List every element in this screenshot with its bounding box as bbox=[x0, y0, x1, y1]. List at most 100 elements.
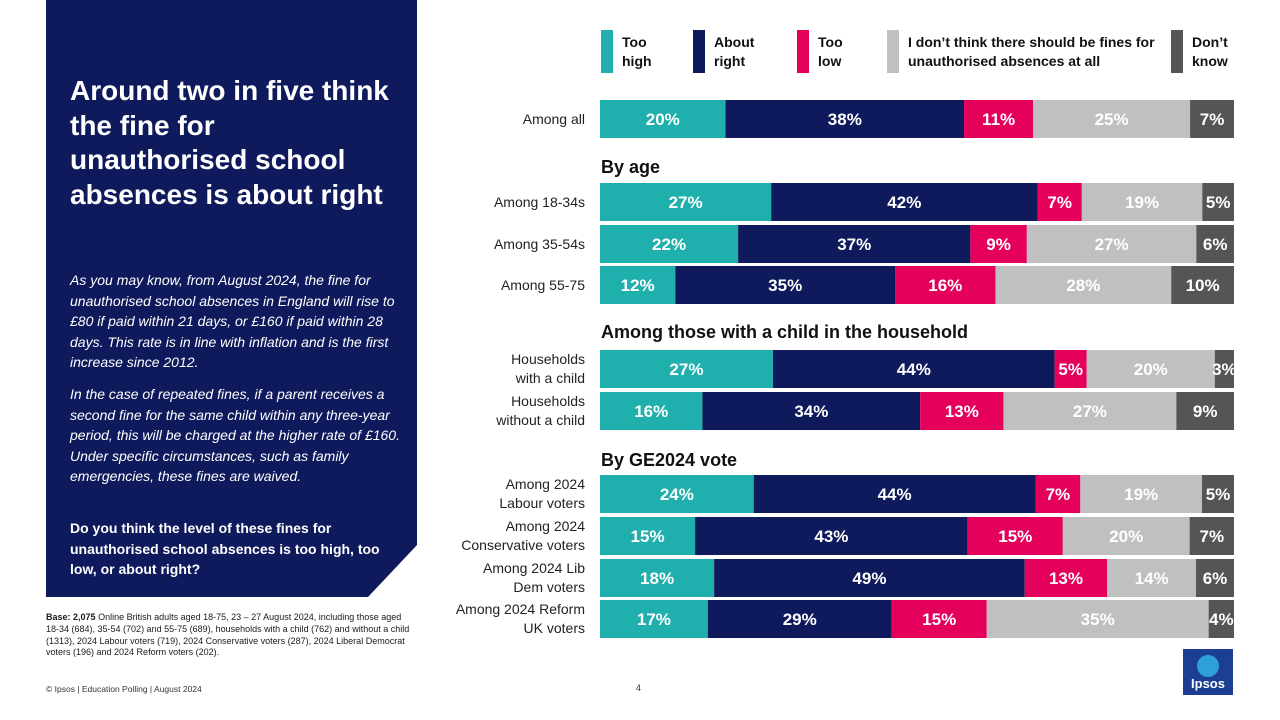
bar-segment-no-fines bbox=[1086, 350, 1215, 388]
bar-segment-too-high bbox=[600, 600, 708, 638]
legend-item-too-high: Too high bbox=[601, 30, 671, 73]
bar-value-label: 15% bbox=[922, 610, 956, 629]
bar-segment-dont-know bbox=[1196, 225, 1234, 263]
legend-label-dont-know: Don’t know bbox=[1192, 34, 1228, 69]
bar-value-label: 27% bbox=[669, 360, 703, 379]
bar-value-label: 13% bbox=[945, 402, 979, 421]
bar-segment-dont-know bbox=[1208, 600, 1234, 638]
bar-value-label: 37% bbox=[837, 235, 871, 254]
bar-segment-too-low bbox=[967, 517, 1063, 555]
legend-swatch-dont-know bbox=[1171, 30, 1183, 73]
bar-segment-no-fines bbox=[1080, 475, 1202, 513]
bar-segment-too-low bbox=[895, 266, 996, 304]
bar-value-label: 18% bbox=[640, 569, 674, 588]
bar-value-label: 29% bbox=[783, 610, 817, 629]
bar-segment-no-fines bbox=[1081, 183, 1203, 221]
bar-segment-about-right bbox=[695, 517, 968, 555]
bar-segment-too-high bbox=[600, 266, 676, 304]
bar-value-label: 9% bbox=[986, 235, 1011, 254]
bar-segment-about-right bbox=[707, 600, 892, 638]
legend-label-too-high: Too high bbox=[622, 34, 652, 69]
bar-segment-too-high bbox=[600, 517, 696, 555]
bar-value-label: 19% bbox=[1124, 485, 1158, 504]
legend-swatch-about-right bbox=[693, 30, 705, 73]
bar-segment-dont-know bbox=[1202, 183, 1234, 221]
bar-value-label: 4% bbox=[1209, 610, 1234, 629]
bar-segment-dont-know bbox=[1189, 517, 1234, 555]
bar-segment-dont-know bbox=[1214, 350, 1234, 388]
bar-segment-too-high bbox=[600, 475, 754, 513]
row-label-conservative: Among 2024 Conservative voters bbox=[461, 518, 585, 553]
bar-value-label: 34% bbox=[794, 402, 828, 421]
bar-segment-dont-know bbox=[1195, 559, 1234, 597]
legend-item-about-right: About right bbox=[693, 30, 773, 73]
legend-label-about-right: About right bbox=[714, 34, 755, 69]
bar-segment-too-high bbox=[600, 225, 739, 263]
legend-label-too-low: Too low bbox=[818, 34, 843, 69]
survey-question: Do you think the level of these fines fo… bbox=[70, 520, 380, 577]
bar-segment-too-high bbox=[600, 559, 715, 597]
intro-panel bbox=[46, 0, 417, 597]
bar-segment-too-low bbox=[1024, 559, 1108, 597]
bar-segment-too-low bbox=[964, 100, 1034, 138]
bar-segment-too-high bbox=[600, 350, 773, 388]
bar-segment-about-right bbox=[714, 559, 1025, 597]
legend-swatch-too-high bbox=[601, 30, 613, 73]
logo-mark-icon bbox=[1197, 655, 1219, 677]
bar-value-label: 10% bbox=[1186, 276, 1220, 295]
row-label-all: Among all bbox=[522, 111, 585, 127]
bar-segment-about-right bbox=[702, 392, 921, 430]
base-note-text: Online British adults aged 18-75, 23 – 2… bbox=[46, 612, 410, 658]
bar-segment-too-high bbox=[600, 392, 703, 430]
bar-value-label: 42% bbox=[887, 193, 921, 212]
row-label-lib-dem: Among 2024 Lib Dem voters bbox=[483, 560, 585, 595]
bar-value-label: 27% bbox=[1073, 402, 1107, 421]
bar-value-label: 49% bbox=[852, 569, 886, 588]
bar-segment-dont-know bbox=[1201, 475, 1234, 513]
row-label-labour: Among 2024 Labour voters bbox=[499, 476, 585, 511]
bar-value-label: 17% bbox=[637, 610, 671, 629]
bar-segment-no-fines bbox=[1003, 392, 1177, 430]
logo-text: Ipsos bbox=[1191, 676, 1225, 691]
bar-segment-about-right bbox=[738, 225, 971, 263]
row-label-55-75: Among 55-75 bbox=[500, 277, 585, 293]
bar-segment-too-low bbox=[1037, 183, 1082, 221]
bar-value-label: 6% bbox=[1203, 569, 1228, 588]
footer-credit: © Ipsos | Education Polling | August 202… bbox=[46, 684, 202, 694]
bar-value-label: 25% bbox=[1095, 110, 1129, 129]
row-label-35-54: Among 35-54s bbox=[493, 236, 585, 252]
bar-value-label: 11% bbox=[982, 110, 1015, 129]
bar-value-label: 3% bbox=[1212, 360, 1237, 379]
legend-swatch-no-fines bbox=[887, 30, 899, 73]
bar-value-label: 5% bbox=[1206, 485, 1231, 504]
section-title-age: By age bbox=[601, 157, 661, 177]
context-paragraph-2: In the case of repeated fines, if a pare… bbox=[70, 386, 400, 484]
bar-value-label: 22% bbox=[652, 235, 686, 254]
bar-value-label: 35% bbox=[1081, 610, 1115, 629]
bar-value-label: 38% bbox=[828, 110, 862, 129]
bar-segment-dont-know bbox=[1176, 392, 1234, 430]
bar-segment-no-fines bbox=[1062, 517, 1190, 555]
bar-value-label: 28% bbox=[1066, 276, 1100, 295]
section-title-vote: By GE2024 vote bbox=[601, 450, 738, 470]
bar-value-label: 20% bbox=[1134, 360, 1168, 379]
bar-value-label: 7% bbox=[1200, 527, 1225, 546]
base-note-label: Base: 2,075 bbox=[46, 612, 96, 622]
bar-segment-no-fines bbox=[995, 266, 1172, 304]
ipsos-logo: Ipsos bbox=[1183, 649, 1233, 695]
bar-segment-about-right bbox=[772, 350, 1055, 388]
bar-segment-too-low bbox=[920, 392, 1004, 430]
legend-label-no-fines: I don’t think there should be fines for … bbox=[908, 34, 1155, 69]
bar-segment-no-fines bbox=[1033, 100, 1191, 138]
bar-value-label: 44% bbox=[878, 485, 912, 504]
bar-segment-too-high bbox=[600, 183, 772, 221]
bar-segment-too-high bbox=[600, 100, 726, 138]
bar-segment-about-right bbox=[675, 266, 896, 304]
bar-segment-too-low bbox=[970, 225, 1027, 263]
legend-item-dont-know: Don’t know bbox=[1171, 30, 1241, 73]
bar-value-label: 6% bbox=[1203, 235, 1228, 254]
bar-value-label: 20% bbox=[646, 110, 680, 129]
bar-segment-no-fines bbox=[986, 600, 1209, 638]
bar-value-label: 16% bbox=[634, 402, 668, 421]
bar-segment-about-right bbox=[771, 183, 1038, 221]
